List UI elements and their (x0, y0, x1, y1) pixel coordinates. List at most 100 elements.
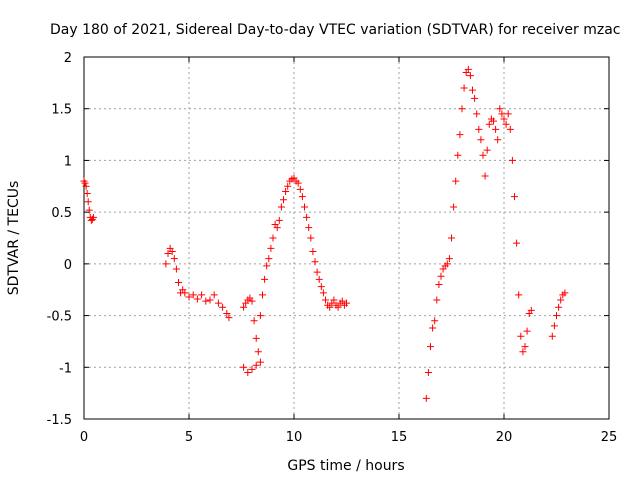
data-point-marker (473, 110, 481, 118)
y-tick-label: 1 (64, 154, 72, 169)
x-tick-label: 20 (496, 430, 513, 445)
data-point-marker (311, 258, 319, 266)
axis-tick-labels: 0 5 10 15 20 25 -1.5 -1 -0.5 0 0.5 1 1.5 2 (47, 51, 618, 445)
data-point-marker (269, 234, 277, 242)
data-point-marker (206, 296, 214, 304)
data-point-marker (553, 312, 560, 320)
data-point-marker (317, 283, 325, 291)
data-point-marker (498, 110, 506, 118)
data-point-marker (477, 136, 485, 144)
data-point-marker (490, 117, 497, 125)
data-point-marker (464, 65, 472, 73)
data-point-marker (81, 179, 89, 187)
data-point-marker (267, 244, 275, 252)
data-point-marker (427, 343, 434, 351)
data-point-marker (424, 368, 432, 376)
data-point-marker (481, 172, 489, 180)
data-point-marker (326, 303, 334, 311)
data-point-marker (170, 255, 178, 263)
data-point-marker (548, 332, 556, 340)
y-tick-label: 0 (64, 258, 72, 273)
data-point-marker (519, 348, 527, 356)
data-point-marker (443, 260, 451, 268)
data-point-marker (254, 348, 262, 356)
data-point-marker (301, 203, 308, 211)
plot-frame (83, 56, 610, 420)
data-point-marker (471, 94, 479, 102)
data-point-marker (305, 224, 313, 232)
y-tick-label: 0.5 (51, 206, 72, 221)
y-tick-label: 1.5 (51, 103, 72, 118)
y-tick-label: -1 (59, 361, 72, 376)
data-point-marker (298, 193, 306, 201)
data-point-marker (313, 268, 321, 276)
data-point-marker (223, 310, 231, 318)
data-point-marker (84, 198, 92, 206)
data-point-marker (244, 368, 252, 376)
data-point-marker (263, 262, 271, 270)
data-point-marker (248, 365, 256, 373)
chart-title: Day 180 of 2021, Sidereal Day-to-day VTE… (50, 22, 620, 38)
x-tick-label: 25 (601, 430, 618, 445)
data-point-marker (454, 151, 462, 159)
data-point-marker (523, 327, 531, 335)
data-point-marker (164, 250, 172, 258)
data-point-marker (319, 289, 327, 297)
data-point-marker (338, 297, 346, 305)
data-point-marker (259, 291, 266, 299)
data-point-marker (330, 296, 338, 304)
data-point-marker (265, 255, 273, 263)
data-point-marker (469, 86, 476, 94)
data-point-marker (435, 281, 443, 289)
data-point-marker (504, 110, 512, 118)
data-point-marker (445, 255, 453, 263)
data-point-marker (282, 187, 290, 195)
data-point-marker (550, 322, 558, 330)
data-point-marker (448, 234, 455, 242)
data-point-marker (343, 299, 350, 307)
data-point-marker (517, 332, 525, 340)
data-point-marker (252, 334, 260, 342)
data-point-marker (240, 363, 248, 371)
data-point-marker (515, 291, 523, 299)
data-point-marker (309, 247, 317, 255)
data-points (80, 65, 569, 402)
data-point-marker (437, 272, 445, 280)
data-point-marker (557, 296, 565, 304)
data-point-marker (225, 314, 233, 322)
data-point-marker (172, 265, 180, 273)
grid (84, 57, 609, 419)
data-point-marker (466, 72, 474, 80)
data-point-marker (502, 120, 510, 128)
data-point-marker (506, 125, 514, 133)
data-point-marker (496, 105, 504, 113)
data-point-marker (193, 295, 201, 303)
data-point-marker (508, 156, 516, 164)
data-point-marker (294, 179, 302, 187)
data-point-marker (555, 303, 563, 311)
data-point-marker (422, 394, 430, 402)
data-point-marker (433, 296, 441, 304)
data-point-marker (198, 291, 206, 299)
data-point-marker (277, 203, 285, 211)
data-point-marker (511, 193, 518, 201)
data-point-marker (450, 203, 458, 211)
data-point-marker (181, 289, 189, 297)
data-point-marker (219, 303, 227, 311)
data-point-marker (475, 125, 483, 133)
data-point-marker (248, 297, 256, 305)
data-point-marker (256, 312, 264, 320)
data-point-marker (513, 239, 521, 247)
data-point-marker (492, 125, 500, 133)
x-axis-label: GPS time / hours (287, 458, 404, 474)
x-tick-label: 5 (185, 430, 193, 445)
data-point-marker (494, 136, 502, 144)
data-point-marker (561, 289, 569, 297)
data-point-marker (189, 291, 197, 299)
data-point-marker (479, 151, 487, 159)
y-axis-label: SDTVAR / TECUs (6, 181, 22, 296)
data-point-marker (284, 182, 292, 190)
data-point-marker (431, 317, 439, 325)
x-tick-label: 0 (80, 430, 88, 445)
